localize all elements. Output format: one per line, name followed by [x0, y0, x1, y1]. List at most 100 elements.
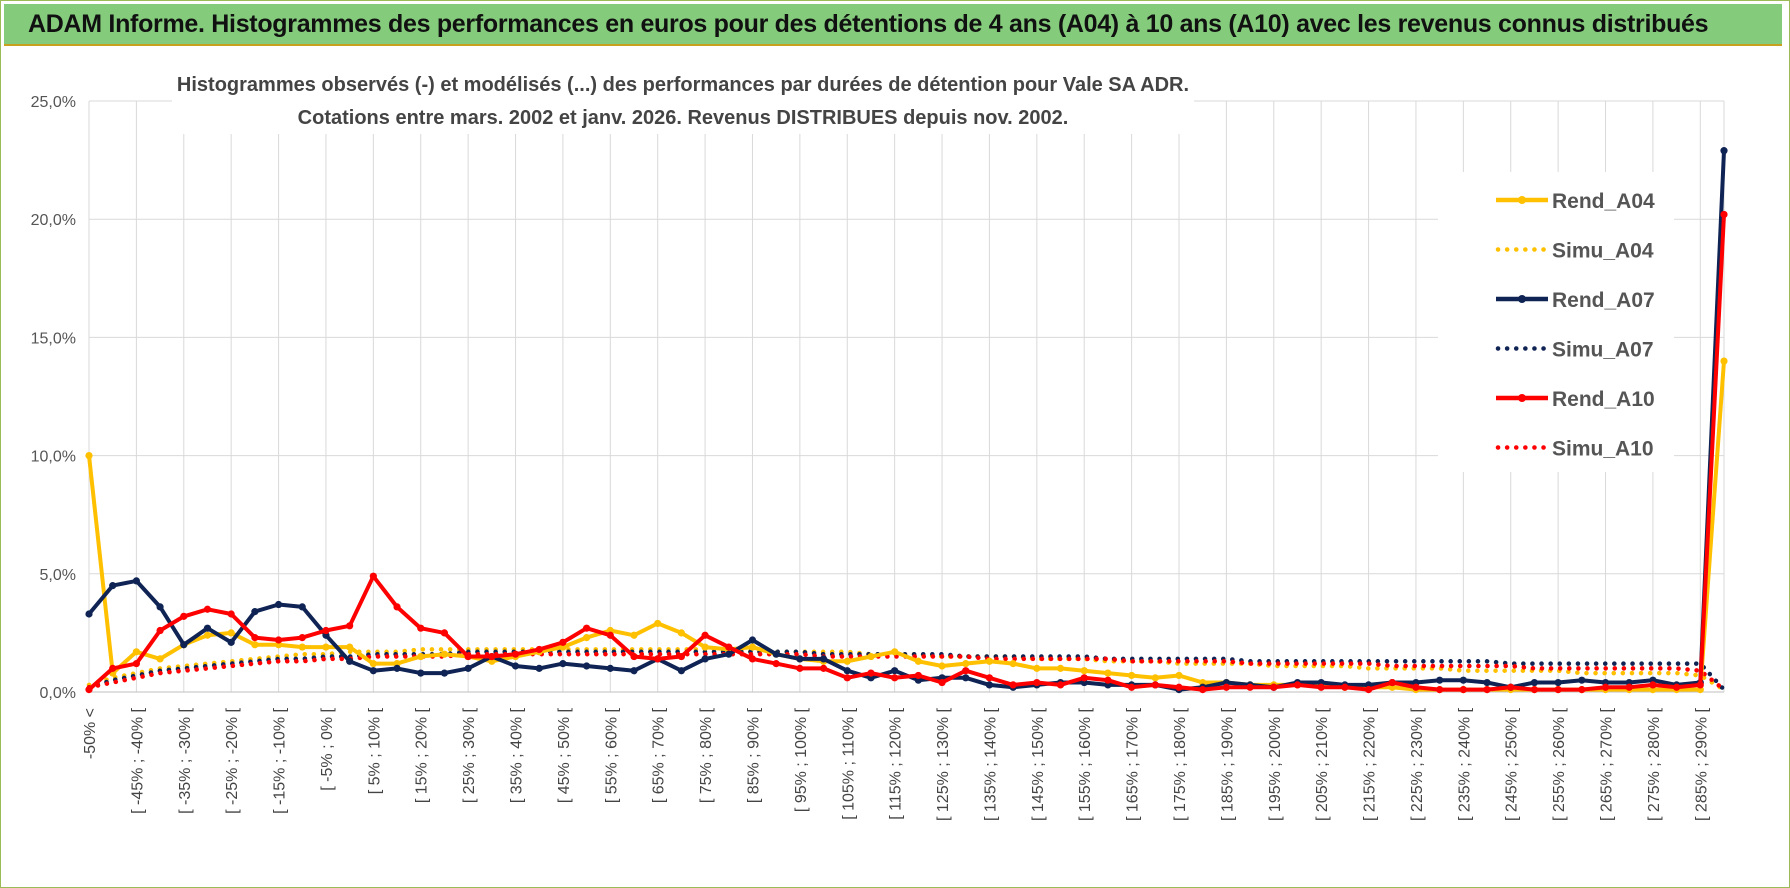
data-point	[938, 662, 946, 670]
data-point	[1199, 686, 1207, 694]
data-point	[1317, 683, 1325, 691]
legend-label: Rend_A04	[1552, 190, 1655, 213]
data-point	[677, 629, 685, 637]
data-point	[1673, 683, 1681, 691]
data-point	[1530, 686, 1539, 694]
data-point	[891, 674, 899, 682]
y-tick-label: 20,0%	[31, 212, 76, 229]
data-point	[1151, 681, 1159, 689]
data-point	[1009, 681, 1017, 689]
x-tick-label: [ 175% ; 180% [	[1172, 707, 1189, 821]
x-tick-label: [ 135% ; 140% [	[982, 707, 999, 821]
data-point	[274, 600, 283, 609]
data-point	[725, 643, 733, 651]
data-point	[985, 681, 994, 689]
data-point	[962, 660, 970, 668]
legend-item: Rend_A07	[1496, 289, 1655, 312]
data-point	[298, 634, 306, 642]
data-point	[1530, 678, 1539, 687]
data-point	[322, 626, 330, 635]
data-point	[535, 645, 543, 654]
data-point	[701, 655, 709, 663]
data-point	[85, 452, 93, 460]
data-point	[417, 669, 425, 677]
data-point	[1483, 686, 1491, 694]
data-point	[203, 624, 212, 632]
data-point	[464, 652, 472, 661]
data-point	[85, 610, 93, 618]
x-tick-label: [ 15% ; 20% [	[414, 707, 431, 803]
data-point	[346, 643, 354, 651]
x-tick-label: [ 195% ; 200% [	[1267, 707, 1284, 821]
chart-title-background	[172, 60, 1194, 134]
data-point	[1649, 681, 1657, 689]
y-tick-label: 25,0%	[31, 94, 76, 111]
legend-label: Simu_A07	[1552, 339, 1654, 362]
data-point	[1436, 686, 1444, 694]
data-point	[843, 657, 851, 665]
data-point	[1270, 683, 1278, 691]
data-point	[417, 624, 425, 632]
data-point	[1009, 660, 1017, 668]
x-tick-label: [ -15% ; -10% [	[272, 707, 289, 813]
data-point	[109, 582, 117, 590]
legend-item: Rend_A04	[1496, 190, 1655, 213]
data-point	[1151, 674, 1159, 682]
y-tick-label: 15,0%	[31, 330, 76, 347]
data-point	[227, 638, 235, 646]
data-point	[227, 610, 235, 618]
data-point	[985, 674, 994, 682]
data-point	[440, 669, 449, 677]
data-point	[227, 629, 235, 637]
data-point	[772, 660, 780, 668]
report-title: ADAM Informe. Histogrammes des performan…	[28, 10, 1709, 38]
x-tick-label: [ 255% ; 260% [	[1551, 707, 1568, 821]
data-point	[796, 655, 804, 663]
data-point	[1720, 357, 1728, 365]
data-point	[796, 664, 804, 672]
data-point	[1459, 676, 1467, 684]
data-point	[132, 648, 140, 656]
legend-item: Simu_A04	[1495, 240, 1654, 263]
x-tick-label: [ 245% ; 250% [	[1504, 707, 1521, 821]
data-point	[748, 643, 757, 651]
data-point	[1554, 678, 1562, 687]
legend: Rend_A04 Simu_A04 Rend_A07 Simu_A07 Rend_A10…	[1438, 172, 1674, 472]
data-point	[1341, 683, 1349, 691]
x-tick-label: [ 185% ; 190% [	[1219, 707, 1236, 821]
y-tick-label: 5,0%	[40, 567, 76, 584]
data-point	[346, 622, 354, 630]
data-point	[1033, 678, 1041, 687]
data-point	[132, 577, 140, 585]
x-tick-label: [ 215% ; 220% [	[1362, 707, 1379, 821]
series-line	[87, 214, 1726, 692]
x-tick-label: [ -5% ; 0% [	[319, 707, 336, 790]
legend-label: Simu_A10	[1552, 438, 1654, 461]
data-point	[1554, 686, 1562, 694]
data-point	[488, 652, 496, 661]
data-point	[1080, 667, 1088, 675]
data-point	[440, 629, 449, 637]
data-point	[891, 648, 899, 656]
data-point	[725, 650, 733, 658]
x-tick-label: [ 205% ; 210% [	[1314, 707, 1331, 821]
data-point	[654, 619, 662, 628]
data-point	[677, 667, 685, 675]
x-tick-label: [ 25% ; 30% [	[461, 707, 478, 803]
data-point	[985, 657, 994, 665]
data-point	[891, 667, 899, 675]
data-point	[962, 674, 970, 682]
data-point	[630, 667, 638, 675]
data-point	[772, 650, 780, 658]
data-point	[203, 631, 212, 639]
data-point	[559, 638, 567, 646]
data-point	[819, 664, 828, 672]
data-point	[583, 634, 591, 642]
data-point	[938, 678, 946, 687]
data-point	[1696, 681, 1704, 689]
data-point	[1459, 686, 1467, 694]
data-point	[1364, 686, 1373, 694]
x-tick-label: [ -35% ; -30% [	[177, 707, 194, 813]
data-point	[867, 669, 875, 677]
y-axis: 0,0% 5,0% 10,0% 15,0% 20,0% 25,0%	[31, 94, 76, 702]
